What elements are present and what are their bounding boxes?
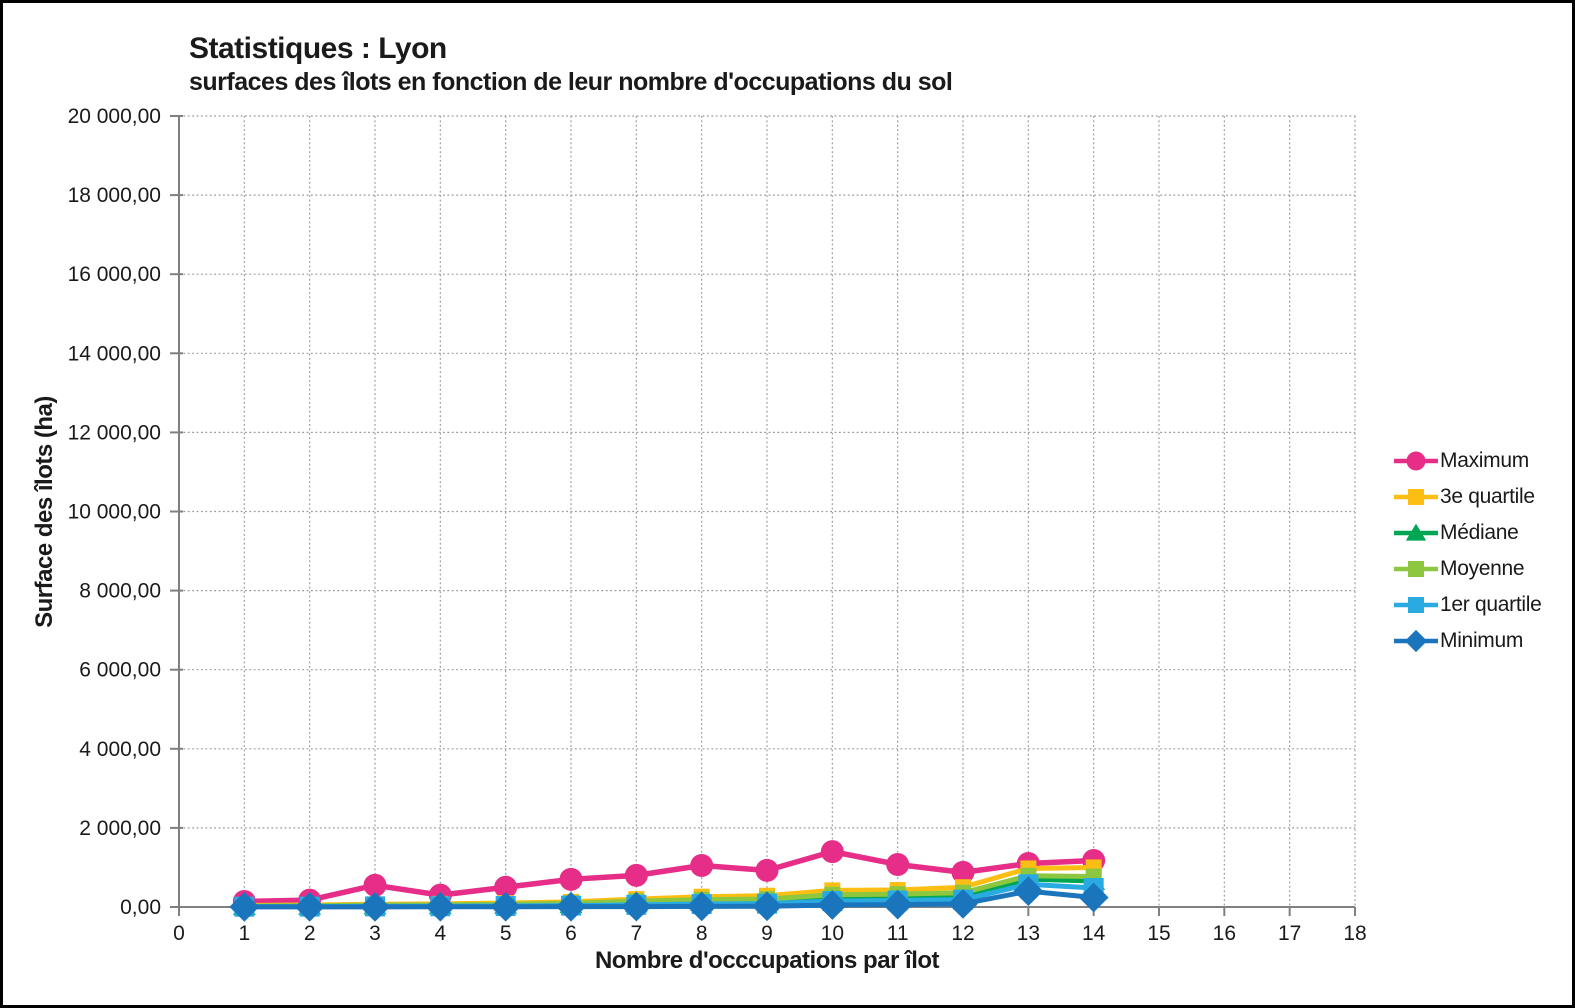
x-tick-label: 8	[696, 922, 708, 945]
y-tick-label: 12 000,00	[68, 421, 161, 444]
series-marker-Maximum	[363, 873, 387, 897]
chart-title: Statistiques : Lyon	[189, 32, 447, 65]
series-marker-Minimum	[752, 891, 782, 922]
series-marker-Minimum	[817, 890, 848, 920]
legend-item-1er-quartile: 1er quartile	[1394, 587, 1542, 623]
square-legend-marker-icon	[1394, 597, 1438, 613]
legend-label: Médiane	[1440, 521, 1519, 544]
series-marker-Maximum	[951, 860, 975, 884]
legend-item-moyenne: Moyenne	[1394, 551, 1541, 587]
x-tick-label: 1	[238, 922, 250, 945]
x-tick-label: 17	[1278, 922, 1301, 945]
diamond-legend-marker-icon	[1394, 630, 1438, 652]
x-axis-title: Nombre d'occcupations par îlot	[594, 947, 940, 974]
square-legend-marker-icon	[1394, 489, 1438, 505]
legend-item-minimum: Minimum	[1394, 623, 1541, 659]
x-tick-label: 5	[500, 922, 512, 945]
series-marker-Minimum	[948, 888, 978, 919]
series-marker-Minimum	[425, 891, 456, 922]
y-axis-title: Surface des îlots (ha)	[31, 396, 58, 628]
chart-legend: Maximum 3e quartile Médiane Moyenne 1er quar…	[1394, 443, 1542, 659]
legend-label: Maximum	[1440, 449, 1529, 472]
legend-item-3e-quartile: 3e quartile	[1394, 479, 1541, 515]
x-tick-label: 11	[887, 922, 909, 945]
series-marker-Maximum	[690, 853, 714, 877]
series-marker-Maximum	[820, 840, 844, 864]
series-marker-Minimum	[1078, 882, 1109, 913]
y-tick-label: 18 000,00	[68, 184, 161, 207]
chart-title-block: Statistiques : Lyon surfaces des îlots e…	[189, 31, 953, 97]
series-marker-Minimum	[360, 891, 390, 922]
series-marker-Maximum	[559, 867, 583, 891]
x-tick-label: 13	[1017, 922, 1040, 945]
x-tick-label: 15	[1147, 922, 1170, 945]
x-tick-label: 12	[951, 922, 974, 945]
line-chart-plot: 0,00 2 000,00 4 000,00 6 000,00 8 000,00 10 0…	[68, 105, 1367, 945]
y-tick-label: 4 000,00	[79, 738, 161, 761]
y-tick-label: 8 000,00	[79, 580, 161, 603]
series-marker-Minimum	[882, 889, 913, 920]
y-tick-label: 6 000,00	[79, 659, 161, 682]
y-tick-label: 16 000,00	[68, 263, 161, 286]
x-tick-label: 14	[1082, 922, 1106, 945]
x-tick-label: 4	[434, 922, 446, 945]
legend-label: Minimum	[1440, 629, 1524, 652]
x-tick-label: 18	[1343, 922, 1366, 945]
triangle-legend-marker-icon	[1394, 523, 1438, 541]
series-marker-Minimum	[686, 891, 717, 922]
series-marker-Minimum	[294, 892, 325, 922]
chart-subtitle: surfaces des îlots en fonction de leur n…	[189, 68, 953, 96]
x-tick-label: 0	[173, 922, 185, 945]
series-marker-Minimum	[1013, 876, 1044, 907]
series-marker-Maximum	[494, 875, 518, 899]
y-tick-label: 10 000,00	[68, 501, 161, 524]
square-legend-marker-icon	[1394, 561, 1438, 577]
series-marker-Maximum	[755, 858, 779, 882]
series-marker-Maximum	[886, 852, 910, 876]
series-marker-Minimum	[556, 891, 586, 922]
series-marker-Minimum	[490, 891, 521, 922]
x-tick-label: 10	[821, 922, 844, 945]
y-tick-label: 0,00	[120, 896, 161, 919]
y-tick-label: 20 000,00	[68, 105, 161, 128]
x-tick-label: 9	[761, 922, 773, 945]
x-tick-label: 16	[1213, 922, 1236, 945]
y-tick-label: 14 000,00	[68, 342, 161, 365]
x-tick-label: 3	[369, 922, 381, 945]
circle-legend-marker-icon	[1394, 451, 1438, 471]
legend-item-médiane: Médiane	[1394, 515, 1541, 551]
legend-item-maximum: Maximum	[1394, 443, 1541, 479]
x-tick-label: 2	[304, 922, 316, 945]
x-tick-label: 6	[565, 922, 577, 945]
legend-label: Moyenne	[1440, 557, 1525, 580]
series-marker-Minimum	[229, 892, 260, 922]
series-marker-Minimum	[621, 891, 652, 922]
legend-label: 3e quartile	[1440, 485, 1535, 508]
series-marker-Maximum	[624, 863, 648, 887]
x-tick-label: 7	[630, 922, 642, 945]
y-tick-label: 2 000,00	[79, 817, 161, 840]
legend-label: 1er quartile	[1440, 593, 1542, 616]
